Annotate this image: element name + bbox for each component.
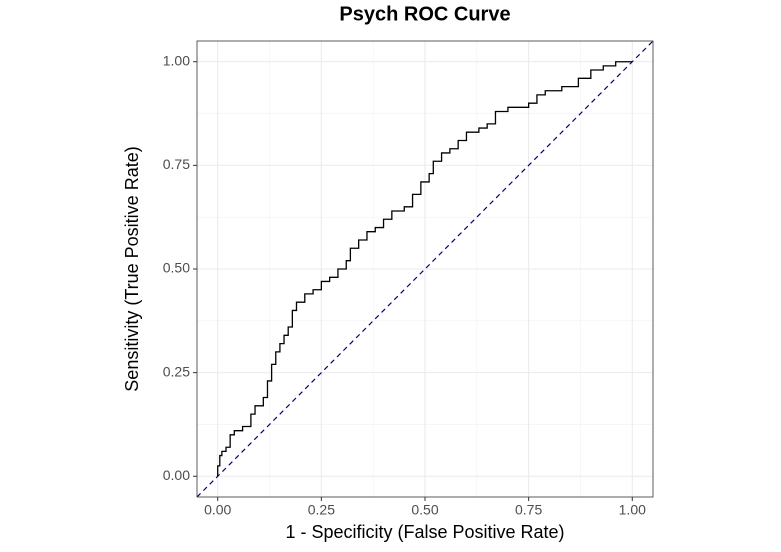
chart-title: Psych ROC Curve [339,3,510,25]
roc-line [217,61,633,477]
y-tick-label: 0.75 [163,156,190,172]
x-tick-label: 0.00 [204,502,231,518]
y-tick-label: 0.25 [163,363,190,379]
x-tick-label: 0.25 [308,502,335,518]
x-tick-label: 0.75 [515,502,542,518]
y-tick-label: 1.00 [163,52,190,68]
x-axis-title: 1 - Specificity (False Positive Rate) [285,522,564,542]
panel-border [196,40,654,498]
x-tick-label: 1.00 [619,502,646,518]
y-tick-label: 0.00 [163,467,190,483]
y-axis-title: Sensitivity (True Positive Rate) [122,146,142,391]
x-tick-label: 0.50 [411,502,438,518]
y-tick-label: 0.50 [163,260,190,276]
